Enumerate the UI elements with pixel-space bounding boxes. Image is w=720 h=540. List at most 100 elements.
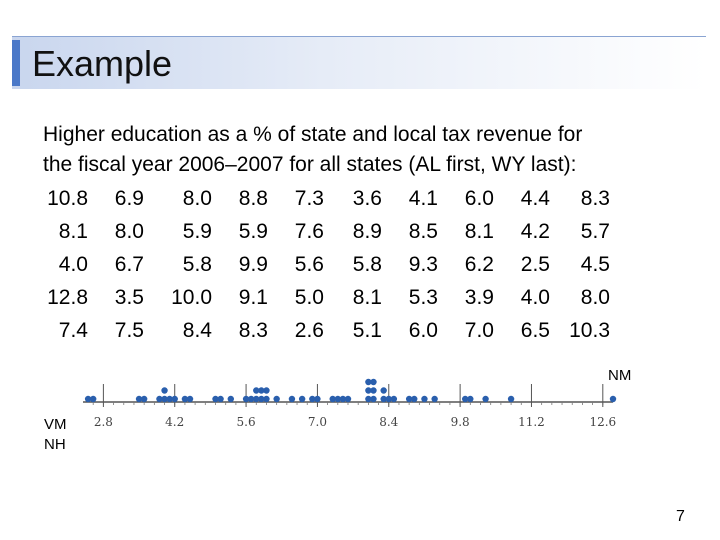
table-cell: 4.0 (520, 285, 550, 309)
tick-label: 11.2 (518, 415, 545, 429)
table-cell: 4.0 (58, 252, 88, 276)
description-line-2: the fiscal year 2006–2007 for all states… (43, 153, 577, 176)
table-cell: 3.9 (464, 285, 494, 309)
data-dot (365, 378, 372, 386)
table-cell: 5.3 (408, 285, 438, 309)
table-cell: 7.5 (114, 318, 144, 342)
data-dot (405, 395, 413, 403)
data-table: 10.8 6.9 8.0 8.8 7.3 3.6 4.1 6.0 4.4 8.3 8.1 8.0 5.9… (40, 182, 610, 347)
table-cell: 7.6 (294, 219, 324, 243)
table-cell: 5.8 (352, 252, 382, 276)
title-bar (12, 36, 706, 89)
table-cell: 6.0 (408, 318, 438, 342)
table-cell: 8.0 (182, 186, 212, 210)
data-dot (385, 395, 392, 403)
table-cell: 8.1 (464, 219, 494, 243)
table-cell: 3.5 (114, 285, 144, 309)
table-cell: 9.1 (238, 285, 268, 309)
data-dot (370, 378, 377, 386)
table-cell: 5.1 (352, 318, 382, 342)
table-cell: 4.2 (520, 219, 550, 243)
data-dot (156, 395, 163, 403)
data-dot (247, 395, 255, 403)
annotation-nh: NH (44, 436, 66, 453)
data-dot (217, 395, 224, 403)
data-dot (370, 387, 377, 394)
data-dot (467, 395, 474, 403)
data-dot (390, 395, 398, 403)
table-cell: 10.3 (569, 318, 610, 342)
data-dot (140, 395, 148, 403)
data-dot (365, 395, 372, 403)
table-cell: 8.1 (58, 219, 88, 243)
table-cell: 8.1 (352, 285, 382, 309)
table-cell: 5.9 (238, 219, 268, 243)
data-dot (482, 395, 489, 403)
table-cell: 6.9 (114, 186, 144, 210)
data-dot (253, 387, 260, 394)
table-cell: 5.8 (182, 252, 212, 276)
data-dot (411, 395, 418, 403)
table-cell: 8.0 (580, 285, 610, 309)
data-dot (212, 395, 219, 403)
tick-label: 2.8 (94, 415, 113, 429)
data-dot (242, 395, 250, 403)
table-cell: 8.8 (238, 186, 268, 210)
data-dot (344, 395, 352, 403)
table-cell: 8.3 (238, 318, 268, 342)
table-cell: 2.5 (520, 252, 550, 276)
data-dot (181, 395, 189, 403)
annotation-nm: NM (608, 367, 632, 384)
data-dot (273, 395, 280, 403)
description-line-1: Higher education as a % of state and loc… (43, 123, 583, 146)
data-dot (421, 395, 428, 403)
data-dot (135, 395, 143, 403)
tick-label: 4.2 (165, 415, 184, 429)
table-cell: 8.5 (408, 219, 438, 243)
data-dot (334, 395, 342, 403)
data-dot (288, 395, 296, 403)
table-cell: 5.6 (294, 252, 324, 276)
tick-label: 12.6 (589, 415, 616, 429)
data-dot (161, 387, 168, 394)
data-dot (166, 395, 173, 403)
data-dot (171, 395, 178, 403)
data-dot (84, 395, 92, 403)
data-dot (263, 395, 270, 403)
table-cell: 6.2 (464, 252, 494, 276)
table-cell: 7.4 (58, 318, 88, 342)
table-row: 12.8 3.5 10.0 9.1 5.0 8.1 5.3 3.9 4.0 8.0 (40, 281, 610, 314)
data-dot (161, 395, 168, 403)
table-cell: 2.6 (294, 318, 324, 342)
data-dot (431, 395, 438, 403)
table-cell: 10.8 (47, 186, 88, 210)
table-cell: 7.0 (464, 318, 494, 342)
tick-label: 5.6 (237, 415, 256, 429)
table-row: 10.8 6.9 8.0 8.8 7.3 3.6 4.1 6.0 4.4 8.3 (40, 182, 610, 215)
table-cell: 6.0 (464, 186, 494, 210)
table-cell: 6.7 (114, 252, 144, 276)
tick-label: 8.4 (379, 415, 398, 429)
tick-label: 9.8 (451, 415, 470, 429)
table-cell: 5.9 (182, 219, 212, 243)
data-dot (298, 395, 306, 403)
data-dot (370, 395, 377, 403)
table-cell: 7.3 (294, 186, 324, 210)
table-cell: 10.0 (171, 285, 212, 309)
slide-title: Example (32, 43, 173, 84)
data-dot (380, 395, 387, 403)
table-cell: 5.7 (580, 219, 610, 243)
data-dot (329, 395, 336, 403)
dot-plot: 2.8 4.2 5.6 7.0 8.4 9.8 11.2 12.6 (83, 378, 617, 429)
table-cell: 8.3 (580, 186, 610, 210)
data-dot (462, 395, 469, 403)
table-cell: 9.3 (408, 252, 438, 276)
data-dot (258, 395, 265, 403)
data-dot (609, 395, 617, 403)
table-cell: 8.0 (114, 219, 144, 243)
data-dot (253, 395, 260, 403)
data-dot (507, 395, 515, 403)
data-dot (263, 387, 270, 394)
table-cell: 4.5 (580, 252, 610, 276)
table-cell: 3.6 (352, 186, 382, 210)
